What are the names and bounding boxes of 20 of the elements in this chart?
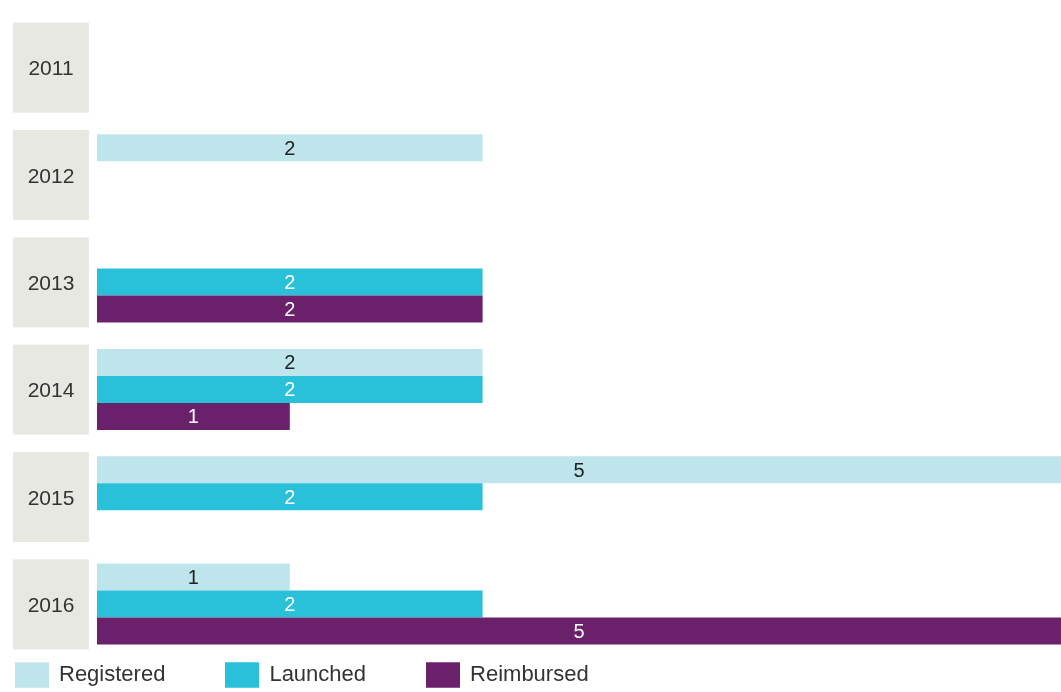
y-tick-label: 2015 bbox=[27, 485, 75, 509]
legend-label: Registered bbox=[59, 660, 166, 686]
data-label: 2 bbox=[284, 378, 296, 401]
legend-label: Reimbursed bbox=[470, 660, 589, 686]
data-label: 2 bbox=[284, 485, 296, 508]
data-label: 5 bbox=[573, 620, 585, 643]
data-label: 1 bbox=[187, 405, 199, 428]
data-label: 2 bbox=[284, 271, 296, 294]
y-tick-label: 2011 bbox=[28, 56, 74, 80]
data-label: 2 bbox=[284, 298, 296, 321]
y-tick-label: 2016 bbox=[27, 592, 75, 616]
y-tick-label: 2013 bbox=[27, 270, 75, 294]
legend-label: Launched bbox=[269, 660, 367, 686]
data-label: 1 bbox=[187, 566, 199, 589]
y-tick-label: 2012 bbox=[27, 163, 75, 187]
y-tick-label: 2014 bbox=[27, 378, 75, 402]
data-label: 5 bbox=[573, 458, 585, 481]
data-label: 2 bbox=[284, 593, 296, 616]
data-label: 2 bbox=[284, 136, 296, 159]
data-label: 2 bbox=[284, 351, 296, 374]
